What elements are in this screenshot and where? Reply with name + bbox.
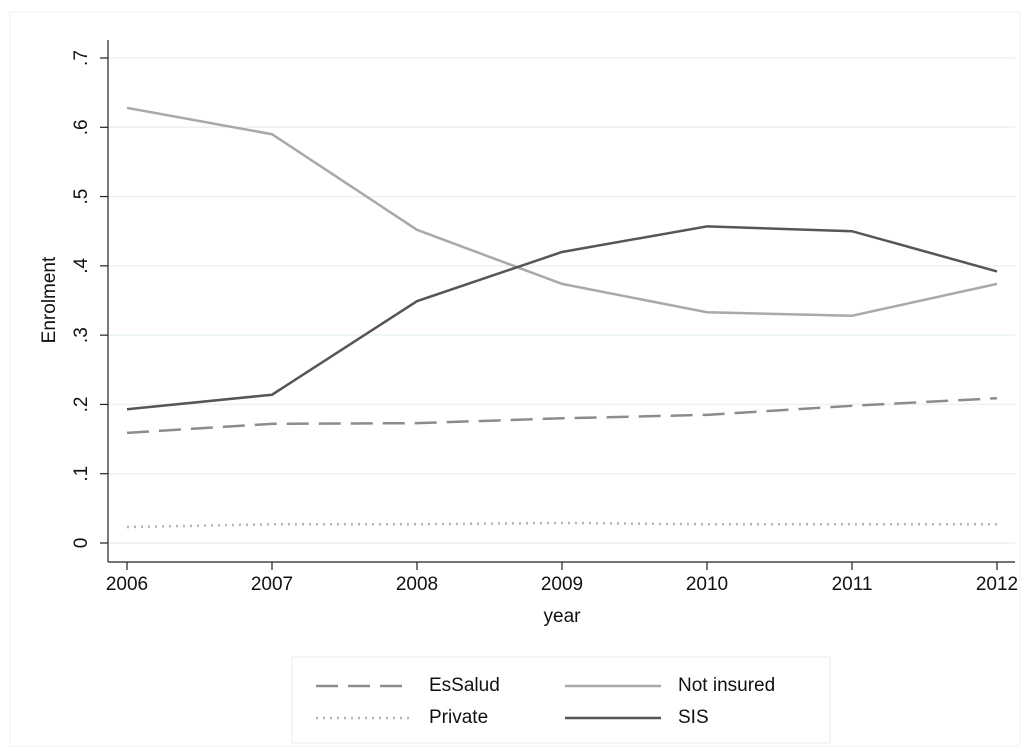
y-tick-label: .1 [71, 466, 92, 482]
x-tick-label: 2009 [541, 574, 583, 595]
x-tick-label: 2008 [396, 574, 438, 595]
series-line [126, 396, 998, 435]
chart-frame [9, 11, 1021, 747]
x-tick-label: 2010 [686, 574, 728, 595]
y-tick-label: .6 [71, 119, 92, 135]
y-tick-label: .3 [71, 327, 92, 343]
x-axis-title: year [544, 606, 582, 627]
legend-box [291, 656, 831, 744]
x-tick-label: 2011 [832, 574, 873, 595]
series-line [126, 521, 997, 529]
series-line [126, 106, 998, 317]
y-axis-title: Enrolment [39, 256, 60, 343]
legend-label: EsSalud [429, 675, 500, 696]
x-tick-label: 2012 [976, 574, 1018, 595]
x-tick-label: 2007 [251, 574, 293, 595]
y-tick-label: .2 [71, 396, 92, 412]
series-line [126, 225, 998, 411]
legend-label: SIS [678, 707, 709, 728]
y-tick-label: .7 [71, 50, 92, 66]
legend-label: Not insured [678, 675, 775, 696]
y-tick-label: 0 [71, 538, 92, 549]
y-tick-label: .4 [71, 258, 92, 274]
y-tick-label: .5 [71, 189, 92, 205]
legend-label: Private [429, 707, 488, 728]
x-tick-label: 2006 [106, 574, 148, 595]
